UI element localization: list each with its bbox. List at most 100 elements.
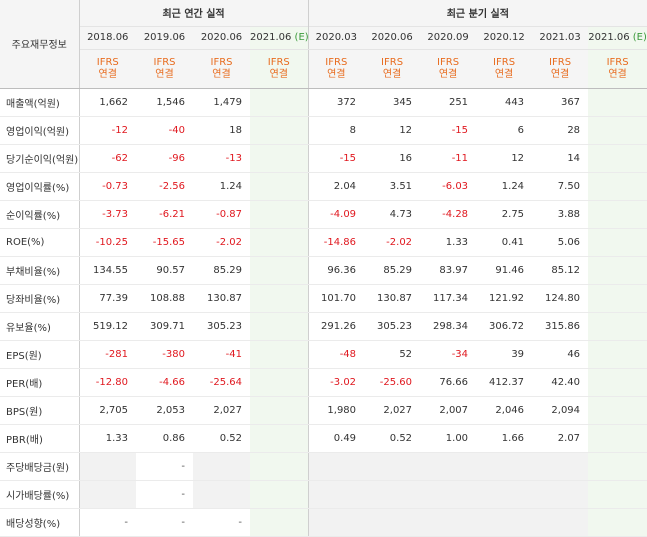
value-cell: 367 bbox=[532, 88, 589, 117]
period-header: 2018.06 bbox=[79, 26, 136, 50]
value-cell: 85.12 bbox=[532, 255, 589, 285]
value-cell: 0.52 bbox=[364, 424, 421, 453]
value-cell bbox=[588, 396, 647, 425]
value-cell: 315.86 bbox=[532, 312, 589, 341]
value-cell bbox=[250, 88, 309, 117]
value-cell bbox=[250, 228, 309, 257]
value-cell: -2.02 bbox=[364, 228, 421, 257]
value-cell bbox=[250, 171, 309, 201]
value-cell: 1.33 bbox=[79, 424, 136, 453]
value-cell: 1,980 bbox=[308, 396, 365, 425]
value-cell bbox=[588, 255, 647, 285]
value-cell bbox=[250, 255, 309, 285]
value-cell bbox=[250, 368, 309, 397]
value-cell: 85.29 bbox=[193, 255, 250, 285]
value-cell bbox=[532, 451, 589, 481]
row-label: 매출액(억원) bbox=[0, 88, 80, 117]
value-cell: 305.23 bbox=[364, 312, 421, 341]
value-cell: -6.21 bbox=[136, 200, 193, 229]
table-row: 순이익률(%) -3.73 -6.21 -0.87 -4.09 4.73 -4.28 2.75… bbox=[0, 200, 647, 229]
value-cell: 1.33 bbox=[420, 228, 477, 257]
value-cell bbox=[308, 508, 365, 537]
value-cell bbox=[308, 451, 365, 481]
value-cell: 3.88 bbox=[532, 200, 589, 229]
value-cell: -62 bbox=[79, 144, 136, 173]
value-cell bbox=[250, 144, 309, 173]
value-cell bbox=[588, 368, 647, 397]
value-cell: -15.65 bbox=[136, 228, 193, 257]
value-cell bbox=[364, 480, 421, 509]
value-cell: 96.36 bbox=[308, 255, 365, 285]
period-header: 2019.06 bbox=[136, 26, 193, 50]
value-cell: 52 bbox=[364, 339, 421, 369]
value-cell bbox=[250, 424, 309, 453]
value-cell bbox=[588, 284, 647, 313]
value-cell: 2,705 bbox=[79, 396, 136, 425]
value-cell bbox=[193, 480, 250, 509]
value-cell bbox=[588, 480, 647, 509]
value-cell bbox=[308, 480, 365, 509]
value-cell: 0.52 bbox=[193, 424, 250, 453]
value-cell: - bbox=[193, 508, 250, 537]
corner-label: 주요재무정보 bbox=[0, 0, 80, 89]
row-label: ROE(%) bbox=[0, 228, 80, 257]
value-cell: 130.87 bbox=[364, 284, 421, 313]
value-cell: 90.57 bbox=[136, 255, 193, 285]
value-cell: -0.73 bbox=[79, 171, 136, 201]
value-cell: -2.02 bbox=[193, 228, 250, 257]
value-cell bbox=[250, 339, 309, 369]
value-cell bbox=[79, 480, 136, 509]
value-cell bbox=[588, 508, 647, 537]
value-cell bbox=[364, 508, 421, 537]
value-cell bbox=[476, 508, 533, 537]
value-cell: 12 bbox=[476, 144, 533, 173]
value-cell: 91.46 bbox=[476, 255, 533, 285]
value-cell bbox=[420, 508, 477, 537]
row-label: 배당성향(%) bbox=[0, 508, 80, 537]
value-cell bbox=[532, 508, 589, 537]
period-header: 2021.06 (E) bbox=[588, 26, 647, 50]
row-label: 영업이익률(%) bbox=[0, 171, 80, 201]
value-cell: 85.29 bbox=[364, 255, 421, 285]
value-cell bbox=[588, 339, 647, 369]
value-cell: -4.09 bbox=[308, 200, 365, 229]
value-cell bbox=[364, 451, 421, 481]
table-row: 영업이익(억원) -12 -40 18 8 12 -15 6 28 bbox=[0, 116, 647, 145]
value-cell: 130.87 bbox=[193, 284, 250, 313]
value-cell: 291.26 bbox=[308, 312, 365, 341]
value-cell bbox=[476, 451, 533, 481]
row-label: 순이익률(%) bbox=[0, 200, 80, 229]
value-cell bbox=[588, 144, 647, 173]
value-cell: -34 bbox=[420, 339, 477, 369]
value-cell: 0.49 bbox=[308, 424, 365, 453]
value-cell: 134.55 bbox=[79, 255, 136, 285]
value-cell bbox=[250, 396, 309, 425]
value-cell: 2.04 bbox=[308, 171, 365, 201]
value-cell: 77.39 bbox=[79, 284, 136, 313]
value-cell: 2.07 bbox=[532, 424, 589, 453]
value-cell: 117.34 bbox=[420, 284, 477, 313]
table-row: EPS(원) -281 -380 -41 -48 52 -34 39 46 bbox=[0, 339, 647, 369]
value-cell: 309.71 bbox=[136, 312, 193, 341]
value-cell: 14 bbox=[532, 144, 589, 173]
value-cell: 2,053 bbox=[136, 396, 193, 425]
value-cell: 108.88 bbox=[136, 284, 193, 313]
value-cell bbox=[420, 480, 477, 509]
value-cell: 345 bbox=[364, 88, 421, 117]
row-label: 당기순이익(억원) bbox=[0, 144, 80, 173]
value-cell: 1,662 bbox=[79, 88, 136, 117]
value-cell: -12 bbox=[79, 116, 136, 145]
value-cell: 2,027 bbox=[364, 396, 421, 425]
value-cell: -11 bbox=[420, 144, 477, 173]
value-cell: 412.37 bbox=[476, 368, 533, 397]
table-row: 영업이익률(%) -0.73 -2.56 1.24 2.04 3.51 -6.03 1.24 7… bbox=[0, 171, 647, 201]
value-cell: -10.25 bbox=[79, 228, 136, 257]
value-cell: 2,007 bbox=[420, 396, 477, 425]
value-cell: -40 bbox=[136, 116, 193, 145]
basis-label: IFRS 연결 bbox=[420, 49, 477, 89]
value-cell: -25.64 bbox=[193, 368, 250, 397]
row-label: 당좌비율(%) bbox=[0, 284, 80, 313]
value-cell: 5.06 bbox=[532, 228, 589, 257]
table-row: PBR(배) 1.33 0.86 0.52 0.49 0.52 1.00 1.66 2.07 bbox=[0, 424, 647, 453]
